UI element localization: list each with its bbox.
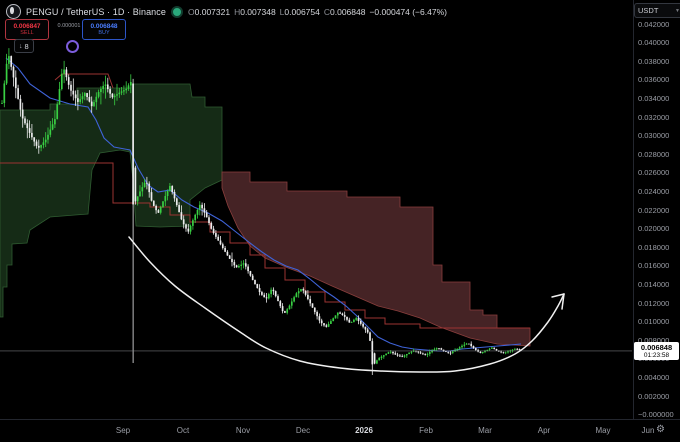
price-tick-label: 0.036000 — [638, 75, 670, 85]
low-label: L — [279, 6, 285, 17]
symbol-title[interactable]: PENGU / TetherUS · 1D · Binance — [26, 6, 166, 17]
time-tick-label: May — [595, 426, 611, 435]
time-tick-label: Dec — [295, 426, 311, 435]
time-tick-label: Sep — [115, 426, 131, 435]
current-price-tag: 0.006848 01:23:58 — [634, 341, 679, 360]
price-tick-label: 0.014000 — [638, 279, 670, 289]
time-tick-label: Feb — [419, 426, 433, 435]
candlestick-chart-canvas[interactable] — [0, 0, 633, 419]
price-tick-label: 0.026000 — [638, 168, 670, 178]
price-tick-label: 0.030000 — [638, 131, 670, 141]
chart-plot-area[interactable]: PENGU / TetherUS · 1D · Binance O0.00732… — [0, 0, 634, 419]
sell-price: 0.006847 — [13, 22, 41, 30]
price-tick-label: 0.002000 — [638, 391, 670, 401]
bar-countdown: 01:23:58 — [643, 351, 670, 359]
buy-label: BUY — [98, 30, 110, 37]
high-value: 0.007348 — [240, 6, 276, 17]
price-tick-label: 0.018000 — [638, 242, 670, 252]
buy-button[interactable]: 0.006848 BUY — [82, 19, 126, 40]
open-label: O — [188, 6, 195, 17]
market-status-dot-icon — [171, 5, 183, 18]
close-value: 0.006848 — [330, 6, 366, 17]
price-tick-label: 0.034000 — [638, 93, 670, 103]
price-axis[interactable]: USDT ▼ 0.042000 0.040000 0.038000 0.036000 0… — [634, 0, 680, 419]
ohlc-readout: O0.007321 H0.007348 L0.006754 C0.006848 … — [188, 7, 447, 17]
currency-label: USDT — [638, 6, 659, 15]
price-tick-label: 0.040000 — [638, 38, 670, 48]
currency-dropdown[interactable]: USDT ▼ — [634, 3, 680, 18]
time-tick-label: 2026 — [355, 426, 373, 435]
price-tick-label: 0.028000 — [638, 149, 670, 159]
price-tick-label: 0.022000 — [638, 205, 670, 215]
close-label: C — [323, 6, 330, 17]
time-tick-label: Jun — [641, 426, 655, 435]
price-tick-label: 0.032000 — [638, 112, 670, 122]
arrow-down-icon: ↓ — [19, 42, 23, 50]
low-value: 0.006754 — [284, 6, 320, 17]
gear-icon[interactable]: ⚙ — [656, 424, 665, 435]
price-tick-label: 0.008000 — [638, 335, 670, 345]
sell-button[interactable]: 0.006847 SELL — [5, 19, 49, 40]
price-tick-label: 0.004000 — [638, 372, 670, 382]
price-tick-label: 0.038000 — [638, 56, 670, 66]
price-tick-label: 0.012000 — [638, 298, 670, 308]
time-tick-label: Nov — [235, 426, 251, 435]
buy-price: 0.006848 — [90, 22, 118, 30]
symbol-logo-icon — [6, 4, 21, 19]
alerts-counter-button[interactable]: ↓ 8 — [14, 39, 34, 53]
mini-toolbar: ↓ 8 — [14, 39, 79, 53]
open-value: 0.007321 — [194, 6, 231, 17]
current-price-value: 0.006848 — [640, 342, 673, 352]
chevron-down-icon: ▼ — [675, 7, 680, 14]
time-axis[interactable]: Sep Oct Nov Dec 2026 Feb Mar Apr May Jun ⚙ — [0, 419, 680, 442]
time-tick-label: Apr — [537, 426, 551, 435]
time-tick-label: Mar — [478, 426, 492, 435]
price-tick-label: 0.016000 — [638, 261, 670, 271]
alert-count: 8 — [24, 41, 29, 51]
price-tick-label: 0.020000 — [638, 224, 670, 234]
time-tick-label: Oct — [176, 426, 190, 435]
price-tick-label: 0.042000 — [638, 19, 670, 29]
price-tick-label: 0.010000 — [638, 317, 670, 327]
change-value: −0.000474 (−6.47%) — [369, 6, 447, 17]
spread-value: 0.000001 — [57, 23, 81, 29]
order-panel: 0.006847 SELL 0.000001 0.006848 BUY — [5, 19, 126, 40]
price-tick-label: 0.024000 — [638, 186, 670, 196]
indicator-ring-icon[interactable] — [65, 39, 79, 53]
sell-label: SELL — [20, 30, 34, 37]
price-tick-label: −0.000000 — [638, 410, 674, 420]
high-label: H — [234, 6, 241, 17]
symbol-header: PENGU / TetherUS · 1D · Binance O0.00732… — [6, 4, 447, 19]
